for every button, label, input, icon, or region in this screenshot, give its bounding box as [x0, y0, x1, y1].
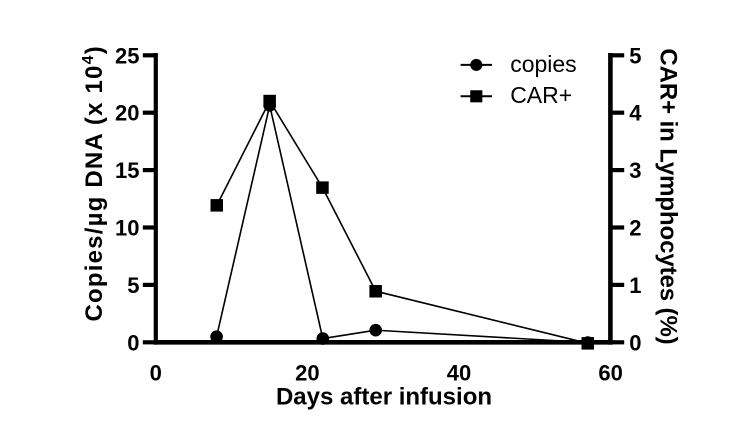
- svg-text:10: 10: [115, 216, 139, 241]
- svg-text:60: 60: [598, 360, 622, 385]
- svg-text:copies: copies: [510, 51, 576, 77]
- svg-text:0: 0: [150, 360, 162, 385]
- svg-text:15: 15: [115, 158, 139, 183]
- svg-text:Copies/µg DNA (x 104): Copies/µg DNA (x 104): [80, 45, 108, 321]
- svg-text:20: 20: [295, 360, 319, 385]
- svg-text:0: 0: [629, 330, 641, 355]
- svg-text:0: 0: [127, 330, 139, 355]
- svg-text:25: 25: [115, 43, 139, 68]
- svg-text:2: 2: [629, 216, 641, 241]
- svg-text:3: 3: [629, 158, 641, 183]
- svg-text:Days after infusion: Days after infusion: [276, 384, 492, 411]
- svg-text:5: 5: [127, 273, 139, 298]
- svg-text:20: 20: [115, 101, 139, 126]
- svg-text:CAR+: CAR+: [510, 82, 572, 108]
- svg-text:40: 40: [447, 360, 471, 385]
- svg-text:CAR+ in Lymphocytes (%): CAR+ in Lymphocytes (%): [655, 48, 682, 344]
- svg-text:4: 4: [629, 101, 642, 126]
- svg-text:1: 1: [629, 273, 641, 298]
- svg-text:5: 5: [629, 43, 641, 68]
